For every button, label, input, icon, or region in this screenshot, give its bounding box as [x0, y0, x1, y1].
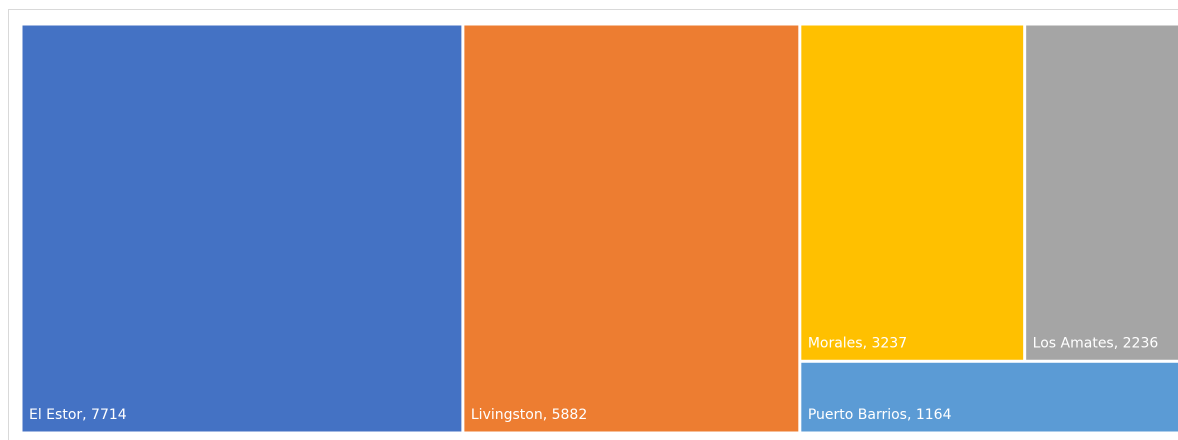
- cell-label: El Estor, 7714: [29, 407, 127, 423]
- cell-label: Puerto Barrios, 1164: [808, 407, 952, 423]
- treemap-cell: [22, 25, 462, 432]
- treemap-cell: [1026, 25, 1178, 360]
- cell-label: Livingston, 5882: [471, 407, 587, 423]
- cell-label: Los Amates, 2236: [1033, 335, 1159, 351]
- treemap-cell: [801, 25, 1024, 360]
- treemap-cell: [464, 25, 799, 432]
- treemap-cell: [801, 362, 1178, 432]
- cell-label: Morales, 3237: [808, 335, 907, 351]
